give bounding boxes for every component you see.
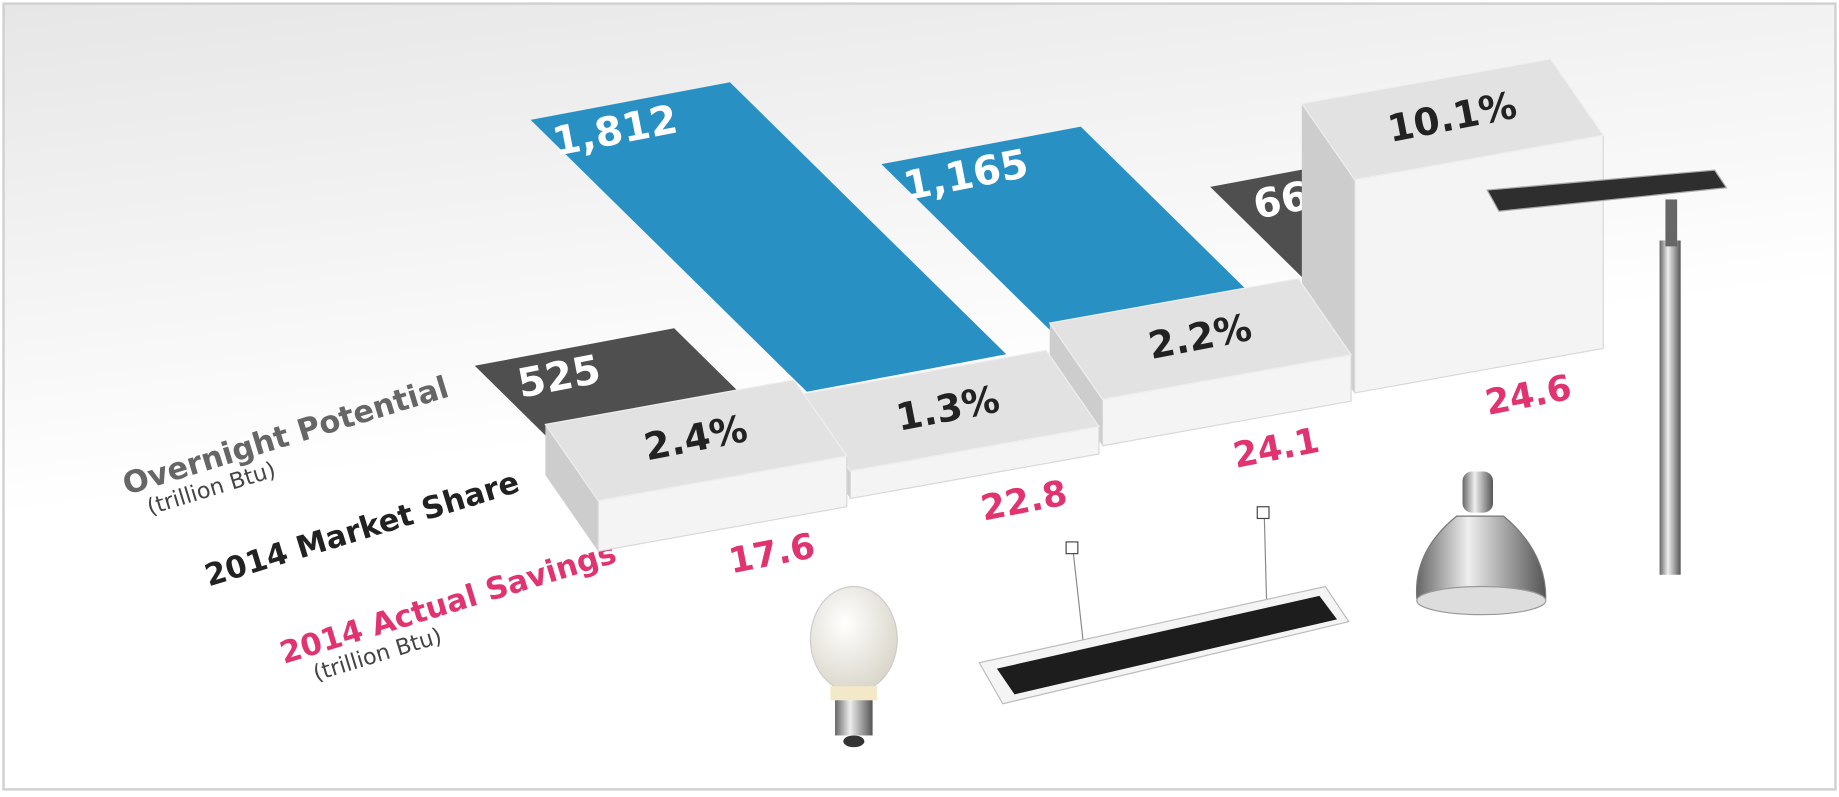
share-box: 2.4%	[544, 379, 848, 553]
box-top	[1300, 58, 1605, 181]
share-box-front	[1354, 134, 1604, 394]
share-box: 10.1%	[1300, 58, 1605, 394]
linear-fixture-icon	[978, 506, 1350, 705]
box-top	[1048, 277, 1353, 400]
box-side	[545, 424, 599, 552]
bulb-icon	[809, 585, 898, 748]
lamps	[809, 169, 1728, 748]
box-top	[544, 379, 848, 502]
highbay-icon	[1415, 471, 1547, 616]
potential-bar	[881, 126, 1259, 340]
potential-bar	[530, 82, 1007, 392]
share-box: 2.2%	[1048, 277, 1353, 447]
streetlight-icon	[1486, 169, 1728, 575]
